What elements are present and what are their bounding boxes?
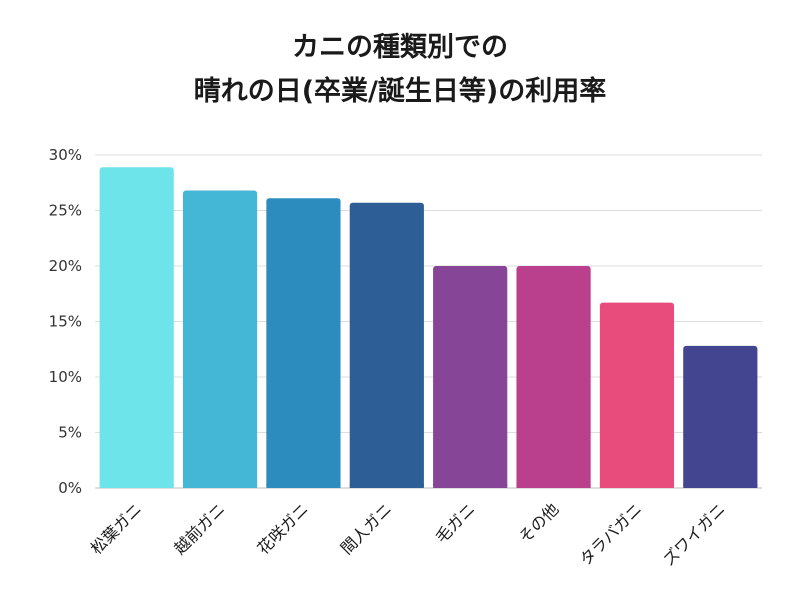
bar-base	[516, 484, 591, 488]
bar	[99, 167, 174, 488]
x-tick-label: 越前ガニ	[170, 499, 229, 558]
y-tick-label: 25%	[49, 202, 82, 220]
bar	[182, 190, 258, 488]
bar	[433, 266, 508, 488]
chart-title: カニの種類別での 晴れの日(卒業/誕生日等)の利用率	[0, 26, 800, 114]
bar-base	[683, 484, 758, 488]
bar-base	[433, 484, 508, 488]
y-tick-label: 15%	[49, 313, 82, 331]
bar-base	[599, 484, 675, 488]
bar	[516, 266, 591, 488]
y-tick-label: 0%	[58, 479, 82, 497]
bar-base	[349, 484, 424, 488]
y-tick-label: 20%	[49, 257, 82, 275]
x-tick-label: ズワイガニ	[659, 499, 729, 569]
x-tick-label: 花咲ガニ	[254, 499, 313, 558]
bar-base	[99, 484, 174, 488]
chart-title-line1: カニの種類別での	[292, 32, 508, 63]
bar-base	[266, 484, 341, 488]
bar-base	[182, 484, 258, 488]
y-tick-label: 30%	[49, 146, 82, 164]
y-tick-label: 5%	[58, 424, 82, 442]
bar	[599, 302, 675, 488]
x-tick-label: 毛ガニ	[432, 499, 479, 546]
x-tick-label: 松葉ガニ	[87, 499, 146, 558]
x-tick-label: その他	[515, 499, 562, 546]
chart-title-line2: 晴れの日(卒業/誕生日等)の利用率	[193, 76, 607, 107]
x-tick-label: 間人ガニ	[337, 499, 396, 558]
x-tick-label: タラバガニ	[576, 499, 646, 569]
bar	[266, 198, 341, 489]
bar	[349, 202, 424, 489]
bar	[683, 345, 758, 488]
y-tick-label: 10%	[49, 368, 82, 386]
